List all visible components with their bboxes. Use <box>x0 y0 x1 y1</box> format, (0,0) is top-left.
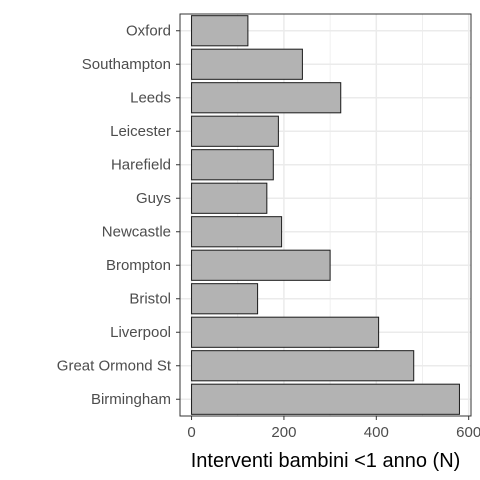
bar-guys <box>191 182 268 214</box>
x-axis: 0 200 400 600 <box>187 416 480 441</box>
bar-great-ormond-st <box>191 350 415 382</box>
y-tick-label: Leeds <box>130 89 171 106</box>
bar-leicester <box>191 115 279 147</box>
bar-harefield <box>191 149 274 181</box>
y-tick-label: Harefield <box>111 156 171 173</box>
bar-liverpool <box>191 316 380 348</box>
y-tick-label: Southampton <box>82 56 171 73</box>
y-tick-label: Leicester <box>110 123 171 140</box>
x-tick-label: 600 <box>456 424 480 441</box>
y-tick-label: Birmingham <box>91 391 171 408</box>
panel-border <box>179 13 472 417</box>
y-tick-label: Bristol <box>129 290 171 307</box>
y-tick-label: Brompton <box>106 257 171 274</box>
bar-newcastle <box>191 216 283 248</box>
bar-bristol <box>191 283 259 315</box>
x-axis-title: Interventi bambini <1 anno (N) <box>191 450 461 472</box>
y-tick-label: Oxford <box>126 22 171 39</box>
x-tick-label: 400 <box>364 424 389 441</box>
y-tick-label: Guys <box>136 190 171 207</box>
bar-oxford <box>191 15 249 47</box>
bar-birmingham <box>191 383 460 415</box>
y-tick-label: Newcastle <box>102 223 171 240</box>
y-tick-label: Great Ormond St <box>57 357 172 374</box>
x-tick-label: 200 <box>271 424 296 441</box>
y-axis: Oxford Southampton Leeds Leicester Harefield… <box>57 22 180 408</box>
bars <box>191 15 460 415</box>
x-tick-label: 0 <box>187 424 195 441</box>
bar-leeds <box>191 82 342 114</box>
y-tick-label: Liverpool <box>110 324 171 341</box>
bar-southampton <box>191 48 303 80</box>
bar-brompton <box>191 249 331 281</box>
